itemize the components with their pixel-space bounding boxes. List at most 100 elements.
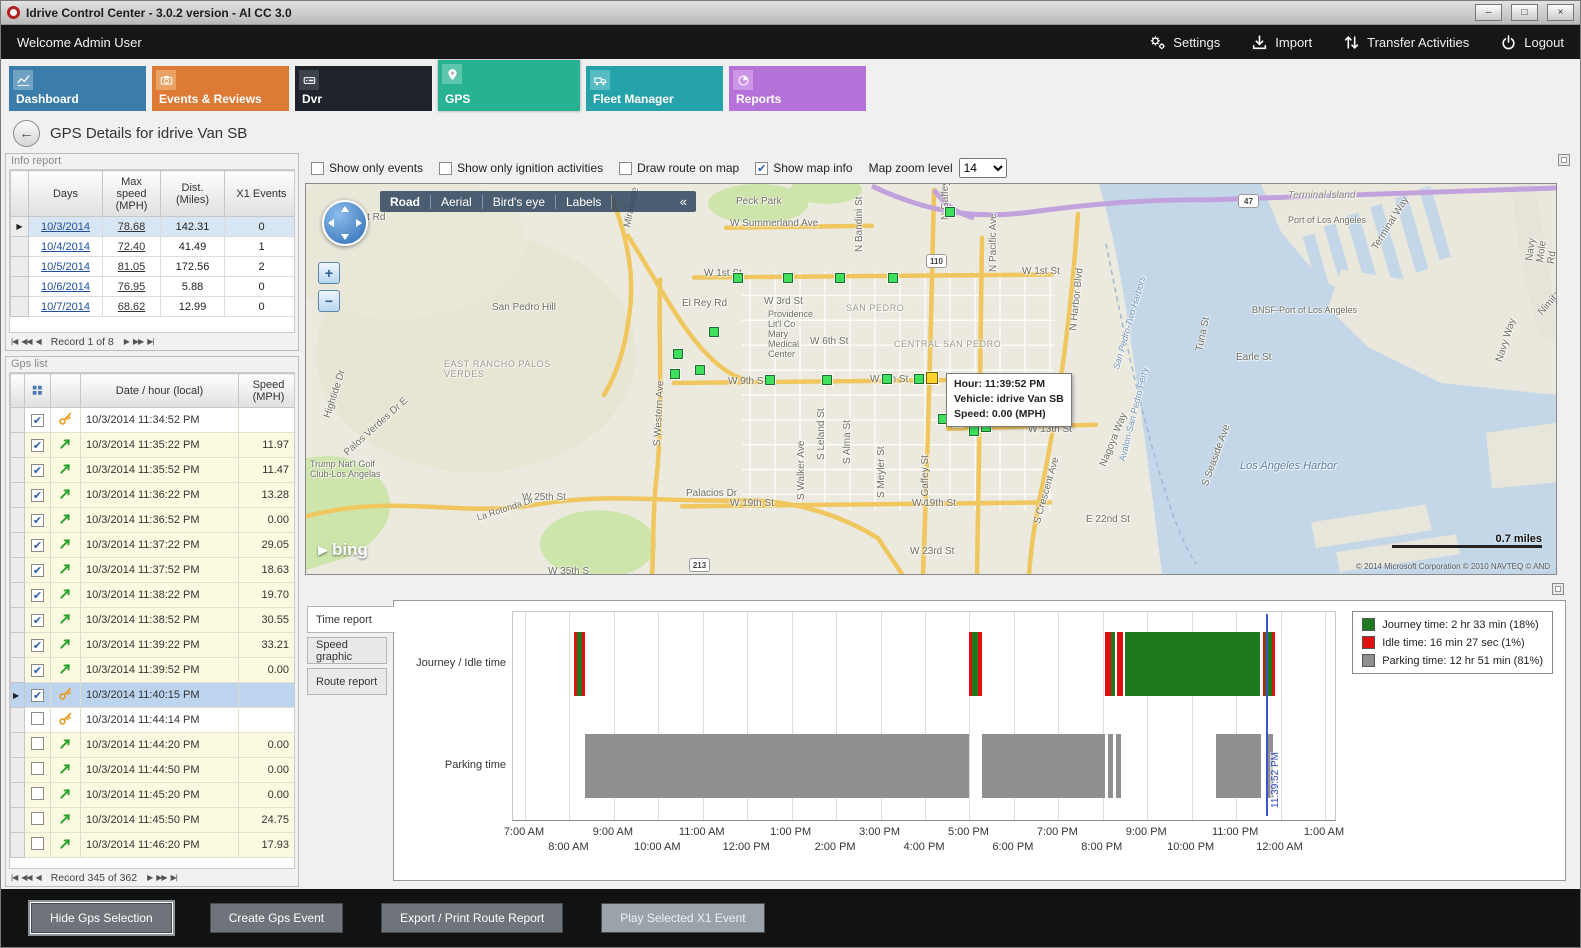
info-report-row[interactable]: 10/5/2014 81.05 172.56 2 — [10, 256, 294, 277]
play-selected-x1-event-button[interactable]: Play Selected X1 Event — [601, 903, 765, 933]
expand-map-button[interactable] — [1558, 154, 1570, 166]
gps-point-marker[interactable] — [670, 369, 680, 379]
row-checkbox[interactable] — [31, 513, 44, 527]
tab-dvr[interactable]: Dvr — [295, 66, 432, 111]
map-zoom-out-button[interactable]: − — [318, 290, 340, 312]
row-checkbox[interactable] — [31, 613, 44, 627]
gps-list-row[interactable]: 10/3/2014 11:44:14 PM — [10, 707, 294, 733]
map-view-labels[interactable]: Labels — [556, 194, 613, 209]
transfer-activities-button[interactable]: Transfer Activities — [1342, 33, 1469, 51]
row-checkbox[interactable] — [31, 688, 44, 702]
gps-list-row[interactable]: 10/3/2014 11:39:52 PM0.00 — [10, 657, 294, 683]
show-map-info-checkbox[interactable]: Show map info — [755, 161, 853, 175]
tab-time-report[interactable]: Time report — [307, 606, 395, 633]
row-checkbox[interactable] — [31, 538, 44, 552]
gps-point-marker[interactable] — [673, 349, 683, 359]
gps-list-row[interactable]: 10/3/2014 11:46:20 PM 17.93 — [10, 832, 294, 858]
pager-nav-button[interactable]: ▶| — [147, 337, 154, 346]
row-checkbox[interactable] — [31, 588, 44, 602]
close-button[interactable]: × — [1547, 4, 1574, 21]
max-speed-column-header[interactable]: Max speed (MPH) — [102, 170, 161, 217]
dist-column-header[interactable]: Dist. (Miles) — [160, 170, 225, 217]
row-checkbox[interactable] — [31, 663, 44, 677]
map-view-birdseye[interactable]: Bird's eye — [483, 194, 556, 209]
map-compass-control[interactable] — [322, 200, 368, 246]
checkbox-icon[interactable] — [311, 161, 324, 175]
checkbox-icon[interactable] — [619, 161, 633, 175]
pager-nav-button[interactable]: ▶▶ — [156, 873, 167, 882]
info-report-row[interactable]: ▶ 10/3/2014 78.68 142.31 0 — [10, 216, 294, 237]
day-link[interactable]: 10/4/2014 — [41, 240, 90, 253]
selected-gps-point-marker[interactable] — [926, 372, 938, 384]
row-checkbox[interactable] — [31, 762, 44, 775]
expand-chart-button[interactable] — [1552, 583, 1564, 595]
row-checkbox[interactable] — [31, 812, 44, 825]
show-ignition-checkbox[interactable]: Show only ignition activities — [439, 161, 603, 175]
pager-nav-button[interactable]: |◀ — [11, 873, 18, 882]
gps-point-marker[interactable] — [765, 375, 775, 385]
row-checkbox[interactable] — [31, 563, 44, 577]
export-print-route-report-button[interactable]: Export / Print Route Report — [381, 903, 564, 933]
logout-button[interactable]: Logout — [1499, 33, 1564, 51]
create-gps-event-button[interactable]: Create Gps Event — [209, 903, 344, 933]
map-zoom-in-button[interactable]: + — [318, 262, 340, 284]
maximize-button[interactable]: □ — [1511, 4, 1538, 21]
pager-nav-button[interactable]: ◀ — [35, 873, 42, 882]
info-report-row[interactable]: 10/7/2014 68.62 12.99 0 — [10, 296, 294, 317]
gps-list-row[interactable]: 10/3/2014 11:44:20 PM 0.00 — [10, 732, 294, 758]
row-checkbox[interactable] — [31, 837, 44, 850]
gps-list-row[interactable]: 10/3/2014 11:34:52 PM — [10, 407, 294, 433]
tab-route-report[interactable]: Route report — [307, 668, 387, 695]
settings-button[interactable]: Settings — [1148, 33, 1220, 51]
row-checkbox[interactable] — [31, 712, 44, 725]
checkbox-icon[interactable] — [755, 161, 769, 175]
pager-nav-button[interactable]: ◀ — [35, 337, 42, 346]
gps-point-marker[interactable] — [969, 426, 979, 436]
select-all-grid-icon[interactable] — [29, 382, 47, 400]
row-checkbox[interactable] — [31, 787, 44, 800]
max-speed-link[interactable]: 81.05 — [117, 260, 146, 273]
max-speed-link[interactable]: 76.95 — [117, 280, 146, 293]
row-checkbox[interactable] — [31, 438, 44, 452]
map-zoom-select[interactable]: 14 — [958, 158, 1007, 178]
gps-point-marker[interactable] — [733, 273, 743, 283]
days-column-header[interactable]: Days — [28, 170, 103, 217]
checkbox-icon[interactable] — [439, 161, 453, 175]
gps-point-marker[interactable] — [783, 273, 793, 283]
gps-list-row[interactable]: 10/3/2014 11:45:50 PM 24.75 — [10, 807, 294, 833]
import-button[interactable]: Import — [1250, 33, 1312, 51]
max-speed-link[interactable]: 78.68 — [117, 220, 146, 233]
draw-route-checkbox[interactable]: Draw route on map — [619, 161, 739, 175]
gps-point-marker[interactable] — [695, 365, 705, 375]
pager-nav-button[interactable]: ◀◀ — [21, 337, 32, 346]
tab-speed-graphic[interactable]: Speed graphic — [307, 637, 387, 664]
gps-point-marker[interactable] — [882, 374, 892, 384]
datetime-column-header[interactable]: Date / hour (local) — [80, 373, 239, 408]
select-all-column-header[interactable] — [24, 373, 51, 408]
day-link[interactable]: 10/3/2014 — [41, 220, 90, 233]
pager-nav-button[interactable]: ▶| — [170, 873, 178, 882]
tab-fleet-manager[interactable]: Fleet Manager — [586, 66, 723, 111]
gps-point-marker[interactable] — [914, 374, 924, 384]
map-view-road[interactable]: Road — [380, 194, 431, 209]
gps-point-marker[interactable] — [822, 375, 832, 385]
day-link[interactable]: 10/7/2014 — [41, 300, 90, 313]
gps-point-marker[interactable] — [709, 327, 719, 337]
map-canvas[interactable] — [306, 184, 1556, 574]
pager-nav-button[interactable]: |◀ — [11, 337, 18, 346]
speed-column-header[interactable]: Speed (MPH) — [238, 373, 294, 408]
tab-reports[interactable]: Reports — [729, 66, 866, 111]
hide-gps-selection-button[interactable]: Hide Gps Selection — [31, 903, 172, 933]
row-checkbox[interactable] — [31, 638, 44, 652]
gps-point-marker[interactable] — [835, 273, 845, 283]
gps-point-marker[interactable] — [945, 207, 955, 217]
row-checkbox[interactable] — [31, 463, 44, 477]
pager-nav-button[interactable]: ▶ — [147, 873, 153, 882]
